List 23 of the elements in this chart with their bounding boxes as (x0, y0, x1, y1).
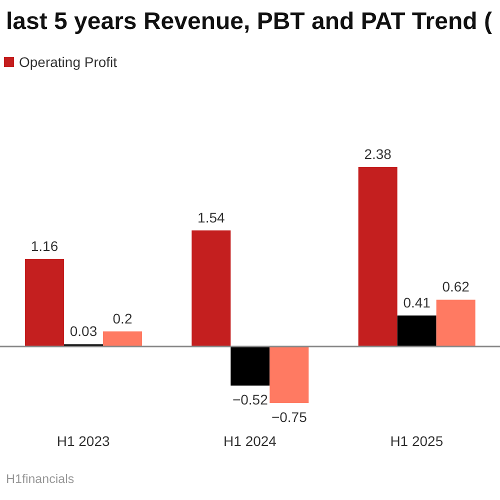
text: H1financials (6, 472, 74, 486)
data-label: 0.03 (70, 323, 98, 340)
bar (192, 230, 231, 346)
data-label: 0.41 (403, 294, 431, 311)
data-label: 2.38 (364, 146, 392, 162)
bar (436, 300, 476, 346)
bar (270, 346, 309, 403)
legend-label: Operating Profit (19, 54, 118, 70)
x-tick-label: H1 2025 (390, 432, 444, 449)
bar (358, 167, 398, 346)
data-label: 1.54 (198, 209, 226, 226)
data-label: 1.16 (30, 238, 58, 254)
x-tick-label: H1 2023 (56, 432, 110, 449)
x-tick-label: H1 2024 (224, 432, 277, 449)
bar (25, 258, 64, 346)
chart-title: last 5 years Revenue, PBT and PAT Trend ( (6, 8, 492, 36)
data-label: 0.62 (442, 278, 470, 295)
data-label: −0.52 (232, 392, 268, 408)
bar (397, 316, 436, 346)
bar (230, 346, 270, 386)
data-label: 0.2 (112, 310, 132, 326)
bar (103, 331, 142, 346)
data-label: −0.75 (271, 409, 308, 425)
